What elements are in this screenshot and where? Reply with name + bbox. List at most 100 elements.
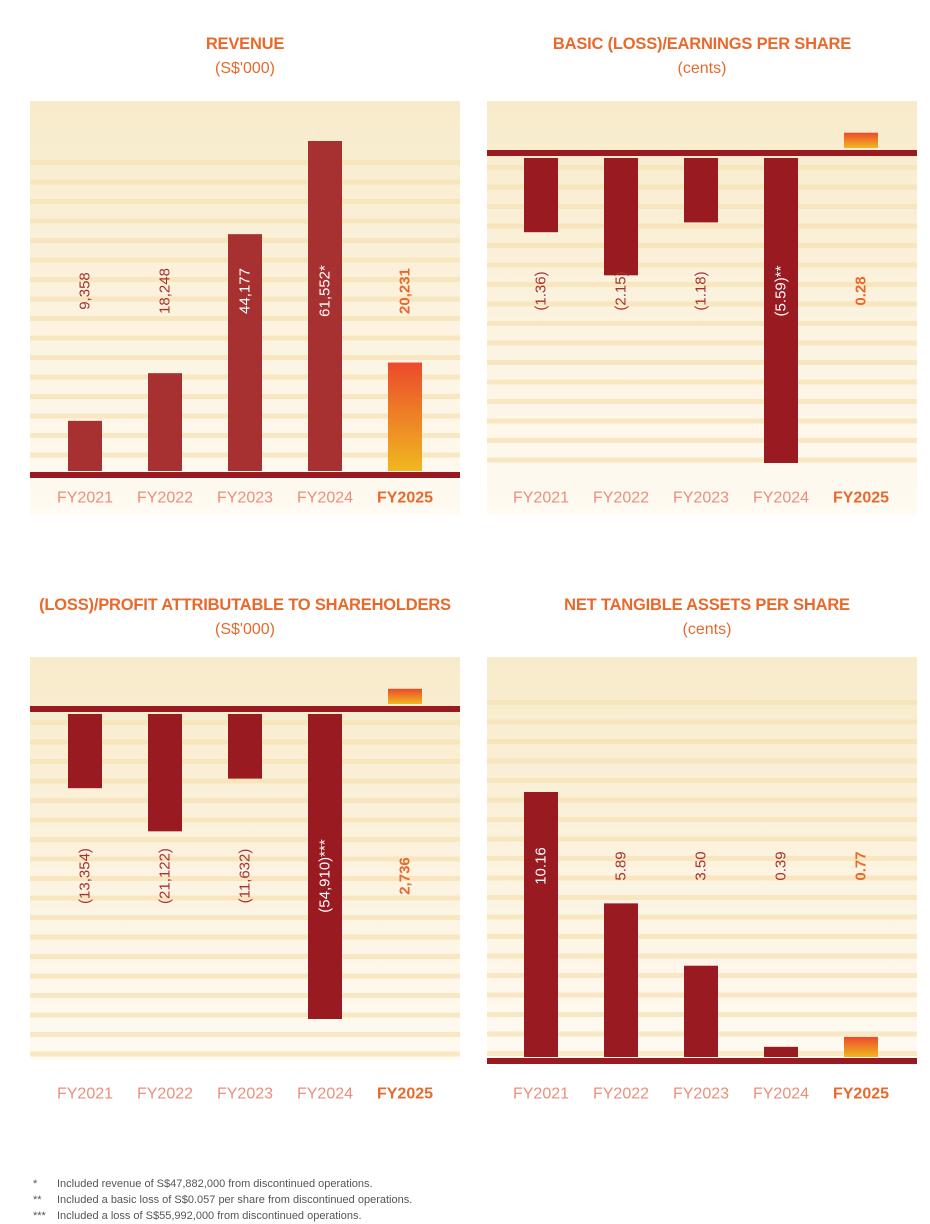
value-label: 3.50 xyxy=(693,851,710,880)
category-label: FY2024 xyxy=(753,490,809,507)
bar-fy2021 xyxy=(524,158,558,233)
background-stripe xyxy=(30,798,460,803)
value-label: 9,358 xyxy=(77,272,94,310)
bar-fy2023 xyxy=(228,234,262,471)
background-stripe xyxy=(30,179,460,185)
category-label: FY2021 xyxy=(57,490,113,507)
bar-fy2025 xyxy=(844,1036,878,1057)
background-stripe xyxy=(487,875,917,881)
category-label: FY2023 xyxy=(217,1086,273,1103)
axis-baseline xyxy=(487,150,917,156)
background-stripe xyxy=(30,817,460,823)
background-stripe xyxy=(487,836,917,842)
background-stripe xyxy=(487,360,917,365)
value-label: (5.59)** xyxy=(773,265,790,316)
background-stripe xyxy=(30,856,460,862)
value-label: 2,736 xyxy=(397,857,414,895)
background-stripe xyxy=(487,418,917,424)
footnote-text: Included a loss of S$55,992,000 from dis… xyxy=(57,1210,362,1222)
revenue-chart-subtitle: (S$'000) xyxy=(215,60,275,77)
background-stripe xyxy=(487,379,917,385)
profit-chart-subtitle: (S$'000) xyxy=(215,621,275,638)
bar-fy2025 xyxy=(388,688,422,704)
nta-chart-title: NET TANGIBLE ASSETS PER SHARE xyxy=(564,596,850,614)
background-stripe xyxy=(30,1032,460,1037)
category-label: FY2025 xyxy=(833,490,889,507)
category-label: FY2022 xyxy=(593,1086,649,1103)
category-label: FY2022 xyxy=(137,490,193,507)
background-stripe xyxy=(487,778,917,783)
background-stripe xyxy=(487,223,917,229)
background-stripe xyxy=(487,700,917,705)
value-label: (21,122) xyxy=(157,848,174,904)
chart-panel-3: (13,354) FY2021 (21,122) FY2022 (11,632) FY20… xyxy=(30,657,460,1103)
bar-fy2023 xyxy=(684,965,718,1057)
chart-panel-4: 10.16 FY2021 5.89 FY2022 3.50 FY2023 0.39 FY202… xyxy=(487,657,917,1103)
background-stripe xyxy=(487,340,917,346)
background-stripe xyxy=(30,876,460,881)
background-stripe xyxy=(487,758,917,764)
background-stripe xyxy=(30,954,460,959)
background-stripe xyxy=(487,399,917,404)
bar-fy2021 xyxy=(68,714,102,789)
category-label: FY2025 xyxy=(377,1086,433,1103)
value-label: (1.36) xyxy=(533,271,550,310)
value-label: (13,354) xyxy=(77,848,94,904)
bar-fy2025 xyxy=(844,132,878,148)
bar-fy2024 xyxy=(308,714,342,1019)
bar-fy2022 xyxy=(604,903,638,1057)
value-label: 61,552* xyxy=(317,265,334,317)
bar-fy2021 xyxy=(68,420,102,471)
footnote-text: Included a basic loss of S$0.057 per sha… xyxy=(57,1194,413,1206)
axis-baseline xyxy=(487,1058,917,1064)
nta-chart-subtitle: (cents) xyxy=(682,621,732,638)
category-label: FY2023 xyxy=(217,490,273,507)
value-label: 18,248 xyxy=(157,268,174,314)
category-label: FY2023 xyxy=(673,1086,729,1103)
background-stripe xyxy=(30,218,460,224)
category-label: FY2021 xyxy=(57,1086,113,1103)
value-label: (11,632) xyxy=(237,849,254,904)
bar-fy2025 xyxy=(388,362,422,471)
background-stripe xyxy=(487,797,917,803)
background-stripe xyxy=(30,895,460,901)
bar-fy2021 xyxy=(524,792,558,1057)
category-label: FY2021 xyxy=(513,1086,569,1103)
value-label: (1.18) xyxy=(693,271,710,310)
category-label: FY2024 xyxy=(297,490,353,507)
category-label: FY2025 xyxy=(833,1086,889,1103)
axis-baseline xyxy=(30,706,460,712)
category-label: FY2022 xyxy=(593,490,649,507)
background-stripe xyxy=(487,438,917,443)
background-stripe xyxy=(30,160,460,165)
value-label: 10.16 xyxy=(533,847,550,885)
axis-baseline xyxy=(30,472,460,478)
bar-fy2024 xyxy=(764,1046,798,1057)
background-stripe xyxy=(30,199,460,204)
background-stripe xyxy=(30,915,460,920)
bar-fy2022 xyxy=(148,373,182,471)
background-stripe xyxy=(487,719,917,725)
bar-fy2022 xyxy=(604,158,638,276)
bar-fy2024 xyxy=(764,158,798,463)
eps-chart-title: BASIC (LOSS)/EARNINGS PER SHARE xyxy=(552,35,852,53)
value-label: 20,231 xyxy=(397,268,414,314)
footnote-mark: ** xyxy=(33,1194,42,1206)
background-stripe xyxy=(30,934,460,940)
background-stripe xyxy=(30,1051,460,1057)
category-label: FY2024 xyxy=(297,1086,353,1103)
background-stripe xyxy=(30,778,460,784)
value-label: 0.77 xyxy=(853,851,870,880)
value-label: (54,910)*** xyxy=(317,839,334,913)
background-stripe xyxy=(487,321,917,326)
background-stripe xyxy=(487,243,917,248)
background-stripe xyxy=(30,993,460,998)
footnote-text: Included revenue of S$47,882,000 from di… xyxy=(57,1178,373,1190)
bar-fy2023 xyxy=(684,158,718,223)
background-stripe xyxy=(487,953,917,959)
background-stripe xyxy=(30,973,460,979)
background-stripe xyxy=(487,856,917,861)
background-stripe xyxy=(487,934,917,939)
background-stripe xyxy=(487,914,917,920)
